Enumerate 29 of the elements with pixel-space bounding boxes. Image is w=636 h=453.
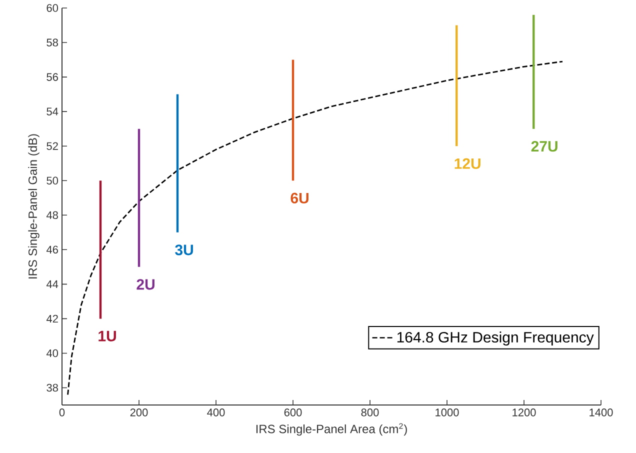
y-tick-label: 58 xyxy=(46,38,58,46)
x-tick-label: 1400 xyxy=(590,408,613,416)
legend-label: 164.8 GHz Design Frequency xyxy=(397,332,594,346)
y-tick-label: 42 xyxy=(46,314,58,323)
x-tick-label: 1000 xyxy=(436,408,459,416)
series-label: 1U xyxy=(98,330,116,342)
y-tick-label: 60 xyxy=(46,4,58,12)
y-tick-label: 50 xyxy=(46,176,58,185)
x-tick-label: 800 xyxy=(361,408,379,416)
series-label: 3U xyxy=(175,244,193,256)
series-label: 27U xyxy=(531,141,558,152)
series-label: 6U xyxy=(290,192,308,204)
x-tick-label: 400 xyxy=(207,408,225,416)
y-tick-label: 48 xyxy=(46,211,58,220)
y-tick-label: 56 xyxy=(46,73,58,81)
y-tick-label: 38 xyxy=(46,384,58,392)
x-tick-label: 200 xyxy=(130,408,148,416)
series-label: 2U xyxy=(136,279,154,290)
series-label: 12U xyxy=(454,158,480,169)
y-tick-label: 40 xyxy=(46,349,58,358)
x-tick-label: 1200 xyxy=(512,408,536,416)
x-tick-label: 0 xyxy=(59,408,65,416)
x-tick-label: 600 xyxy=(284,408,302,416)
x-axis-title: IRS Single-Panel Area (cm$^{2}$) xyxy=(256,423,407,436)
y-tick-label: 54 xyxy=(46,108,58,116)
y-axis-title: IRS Single-Panel Gain (dB) xyxy=(28,134,40,278)
y-tick-label: 52 xyxy=(46,142,58,150)
y-tick-label: 46 xyxy=(46,246,58,254)
y-tick-label: 44 xyxy=(46,280,58,288)
